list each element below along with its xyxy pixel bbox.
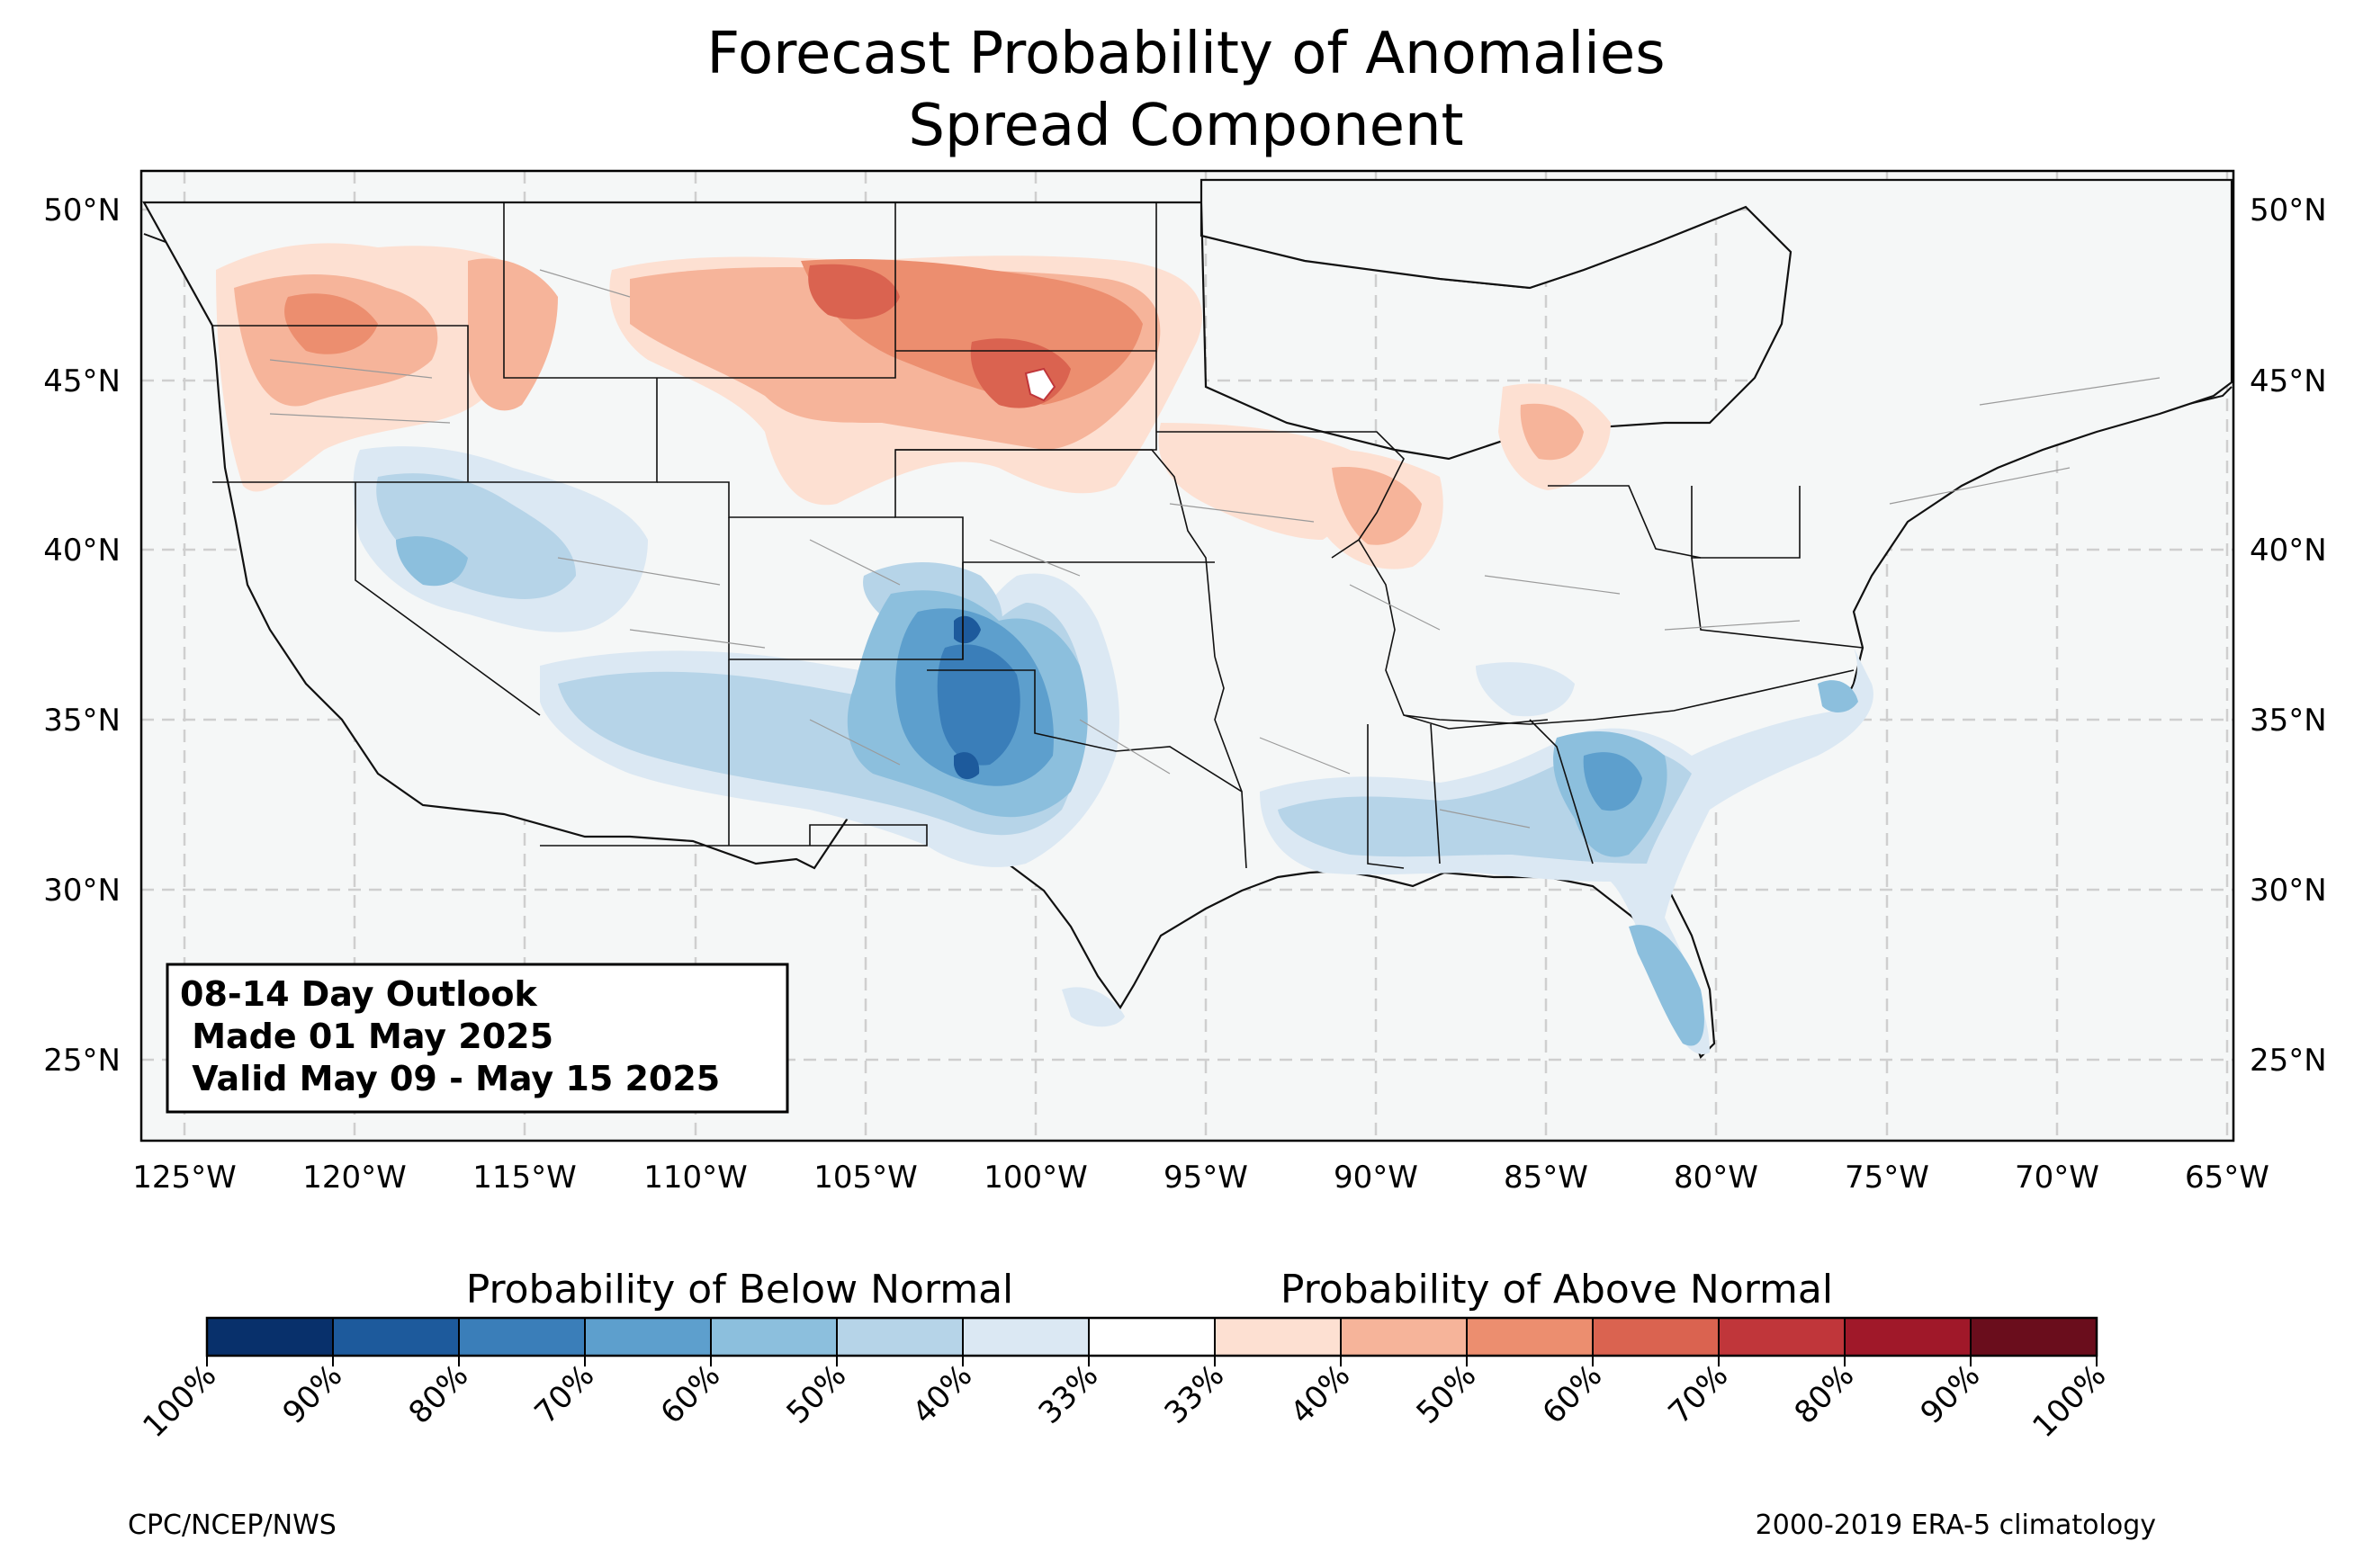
lon-label: 100°W bbox=[984, 1160, 1088, 1196]
state-boundaries bbox=[212, 202, 1864, 869]
lat-label: 35°N bbox=[43, 703, 121, 739]
colorbar-swatch bbox=[711, 1318, 838, 1356]
colorbar-tick-label: 33% bbox=[1032, 1357, 1106, 1431]
lon-label: 90°W bbox=[1334, 1160, 1418, 1196]
lon-label: 110°W bbox=[643, 1160, 748, 1196]
lon-label: 95°W bbox=[1164, 1160, 1248, 1196]
colorbar-tick-label: 70% bbox=[528, 1357, 602, 1431]
lon-label: 65°W bbox=[2185, 1160, 2269, 1196]
colorbar-tick-label: 40% bbox=[906, 1357, 980, 1431]
lat-label: 40°N bbox=[2250, 533, 2327, 569]
colorbar-swatch bbox=[585, 1318, 712, 1356]
map-frame bbox=[139, 169, 2235, 1142]
latitude-labels-left: 50°N 45°N 40°N 35°N 30°N 25°N bbox=[43, 193, 121, 1079]
colorbar-swatch bbox=[963, 1318, 1090, 1356]
colorbar-tick-label: 60% bbox=[654, 1357, 728, 1431]
lat-label: 50°N bbox=[43, 193, 121, 228]
colorbar: Probability of Below Normal Probability … bbox=[136, 1267, 2113, 1445]
lon-label: 85°W bbox=[1504, 1160, 1588, 1196]
colorbar-swatch bbox=[837, 1318, 964, 1356]
colorbar-swatch bbox=[1341, 1318, 1468, 1356]
colorbar-swatch bbox=[459, 1318, 586, 1356]
colorbar-swatch bbox=[333, 1318, 460, 1356]
colorbar-below-label: Probability of Below Normal bbox=[466, 1267, 1014, 1313]
lat-label: 45°N bbox=[43, 363, 121, 399]
lat-label: 30°N bbox=[43, 873, 121, 909]
outlook-box: 08-14 Day Outlook Made 01 May 2025 Valid… bbox=[166, 963, 789, 1114]
lat-label: 45°N bbox=[2250, 363, 2327, 399]
chart-title-line1: Forecast Probability of Anomalies bbox=[706, 21, 1666, 87]
colorbar-tick-label: 80% bbox=[1788, 1357, 1862, 1431]
colorbar-swatch bbox=[1593, 1318, 1720, 1356]
region-boundaries bbox=[269, 269, 2161, 829]
colorbar-tick-label: 80% bbox=[402, 1357, 476, 1431]
us-land bbox=[142, 178, 2233, 1059]
colorbar-tick-label: 50% bbox=[1410, 1357, 1484, 1431]
lat-label: 25°N bbox=[43, 1043, 121, 1079]
lon-label: 115°W bbox=[472, 1160, 577, 1196]
colorbar-swatch bbox=[1971, 1318, 2098, 1356]
colorbar-tick-label: 70% bbox=[1662, 1357, 1736, 1431]
colorbar-tick-labels: 100% 90% 80% 70% 60% 50% 40% 33% 33% 40% 50% 60% 70%… bbox=[136, 1357, 2113, 1445]
colorbar-swatch bbox=[1719, 1318, 1846, 1356]
colorbar-tick-label: 90% bbox=[1914, 1357, 1988, 1431]
lon-label: 70°W bbox=[2015, 1160, 2099, 1196]
colorbar-tick-label: 40% bbox=[1284, 1357, 1358, 1431]
chart-title-line2: Spread Component bbox=[908, 93, 1464, 159]
lon-label: 125°W bbox=[132, 1160, 237, 1196]
colorbar-swatches bbox=[207, 1318, 2098, 1356]
lon-label: 105°W bbox=[813, 1160, 918, 1196]
colorbar-tick-label: 33% bbox=[1158, 1357, 1232, 1431]
below-normal-shading bbox=[353, 446, 1873, 1054]
colorbar-tick-label: 50% bbox=[780, 1357, 854, 1431]
lat-label: 30°N bbox=[2250, 873, 2327, 909]
lat-label: 40°N bbox=[43, 533, 121, 569]
latitude-labels-right: 50°N 45°N 40°N 35°N 30°N 25°N bbox=[2250, 193, 2327, 1079]
lat-label: 50°N bbox=[2250, 193, 2327, 228]
colorbar-swatch bbox=[1215, 1318, 1342, 1356]
outlook-title: 08-14 Day Outlook bbox=[180, 974, 538, 1014]
colorbar-swatch bbox=[207, 1318, 334, 1356]
lat-label: 25°N bbox=[2250, 1043, 2327, 1079]
colorbar-tick-label: 100% bbox=[136, 1357, 223, 1445]
colorbar-swatch bbox=[1089, 1318, 1216, 1356]
colorbar-tick-label: 60% bbox=[1536, 1357, 1610, 1431]
colorbar-swatch bbox=[1845, 1318, 1972, 1356]
colorbar-tick-label: 100% bbox=[2026, 1357, 2113, 1445]
colorbar-swatch bbox=[1467, 1318, 1594, 1356]
longitude-labels: 125°W 120°W 115°W 110°W 105°W 100°W 95°W… bbox=[132, 1160, 2269, 1196]
footer-climatology: 2000-2019 ERA-5 climatology bbox=[1755, 1510, 2156, 1541]
colorbar-tick-label: 90% bbox=[276, 1357, 350, 1431]
colorbar-above-label: Probability of Above Normal bbox=[1280, 1267, 1833, 1313]
lat-label: 35°N bbox=[2250, 703, 2327, 739]
outlook-valid-dates: Valid May 09 - May 15 2025 bbox=[180, 1059, 720, 1098]
lon-label: 80°W bbox=[1674, 1160, 1758, 1196]
colorbar-ticks bbox=[206, 1318, 2098, 1366]
lon-label: 120°W bbox=[302, 1160, 407, 1196]
lon-label: 75°W bbox=[1845, 1160, 1929, 1196]
outlook-made-date: Made 01 May 2025 bbox=[180, 1017, 553, 1056]
footer-source: CPC/NCEP/NWS bbox=[128, 1510, 337, 1541]
